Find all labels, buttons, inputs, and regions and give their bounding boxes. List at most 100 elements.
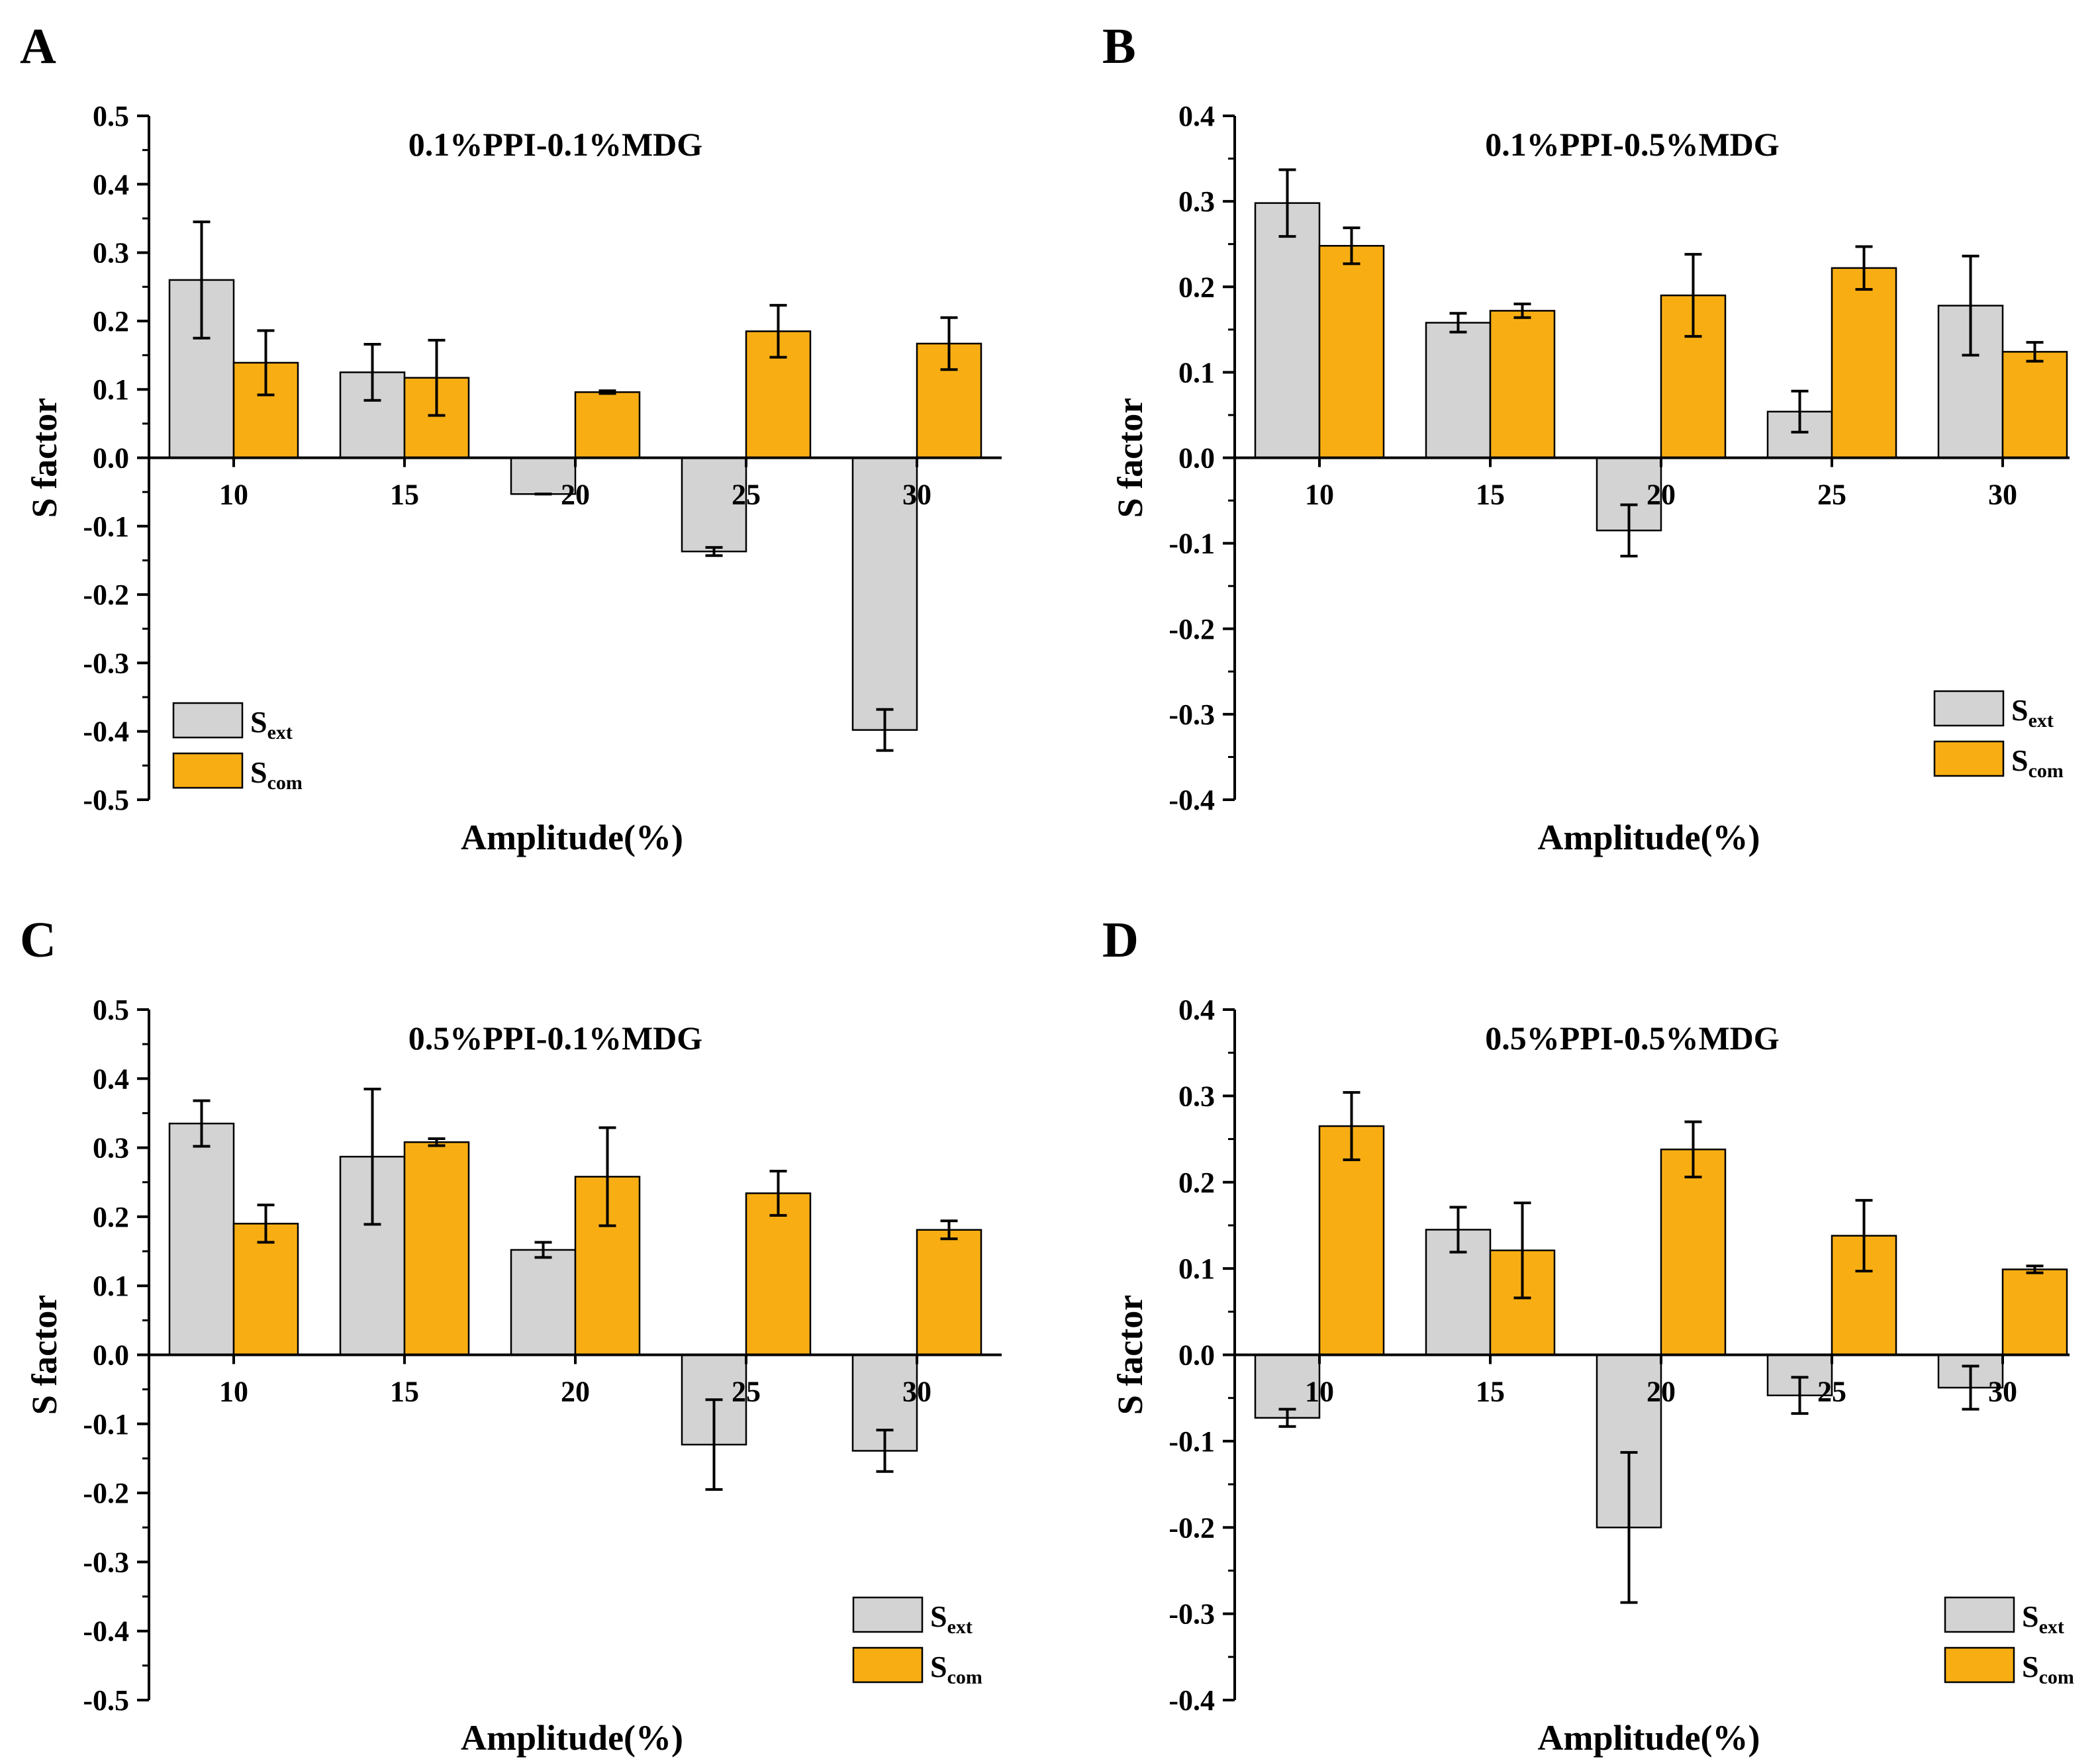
- chart-title: 0.5%PPI-0.1%MDG: [408, 1020, 702, 1057]
- panel-label: C: [20, 912, 56, 968]
- error-bar-ext-15: [363, 343, 381, 402]
- legend-swatch-ext: [1944, 1596, 2015, 1633]
- x-tick-label: 20: [561, 1376, 590, 1408]
- chart-title: 0.1%PPI-0.5%MDG: [1485, 126, 1779, 163]
- x-tick-label: 10: [1305, 1376, 1334, 1408]
- legend-label-com: Scom: [250, 755, 303, 794]
- y-tick-label: 0.3: [1178, 185, 1215, 218]
- y-tick-label: -0.4: [1169, 784, 1215, 816]
- bar-com-30: [2001, 351, 2068, 459]
- y-tick-label: 0.5: [93, 994, 129, 1026]
- y-tick-label: -0.4: [1169, 1684, 1215, 1717]
- y-tick-label: 0.5: [93, 100, 129, 132]
- y-tick-label: -0.2: [83, 1477, 129, 1509]
- chart-panel-d: D 0.5%PPI-0.5%MDG -0.4 -0.3 -0.2 -0.1 0.0 0.1 0.…: [1102, 912, 2074, 1758]
- legend-label-main: S: [2011, 693, 2028, 727]
- error-bar-ext-10: [193, 220, 211, 340]
- error-bar-com-20: [598, 389, 616, 395]
- bar-ext-30: [851, 457, 918, 731]
- y-tick-label: -0.4: [83, 716, 129, 748]
- bar-com-30: [916, 1229, 982, 1356]
- x-tick-label: 20: [1647, 479, 1676, 511]
- legend-swatch-com: [172, 752, 244, 789]
- bar-ext-15: [1425, 322, 1492, 459]
- chart-panel-c: C 0.5%PPI-0.1%MDG -0.5 -0.4 -0.3 -0.2 -0.1 0.0 0…: [20, 912, 1002, 1758]
- y-tick-label: 0.4: [1178, 994, 1215, 1026]
- y-tick-label: 0.2: [1178, 271, 1215, 303]
- x-tick-label: 20: [1647, 1376, 1676, 1408]
- y-tick-label: -0.1: [83, 1408, 129, 1441]
- x-axis-title: Amplitude(%): [461, 1718, 683, 1758]
- error-bar-com-15: [428, 1137, 446, 1147]
- error-bar-ext-10: [1278, 168, 1296, 238]
- y-tick-label: 0.1: [93, 373, 129, 406]
- legend-swatch-com: [852, 1646, 924, 1684]
- bar-ext-20: [510, 457, 577, 495]
- error-bar-com-15: [428, 338, 446, 417]
- y-axis-title: S factor: [24, 1295, 64, 1415]
- bar-com-15: [403, 1141, 470, 1356]
- x-tick-label: 10: [219, 479, 248, 511]
- y-tick-label: 0.3: [1178, 1080, 1215, 1112]
- legend-label-ext: Sext: [930, 1599, 973, 1638]
- x-tick-label: 30: [1988, 1376, 2017, 1408]
- legend-label-subscript: ext: [267, 722, 293, 743]
- error-bar-com-20: [1684, 253, 1702, 338]
- y-axis-title: S factor: [24, 398, 64, 518]
- x-tick-label: 25: [732, 479, 761, 511]
- chart-title: 0.5%PPI-0.5%MDG: [1485, 1020, 1779, 1057]
- y-axis-title: S factor: [1110, 398, 1150, 518]
- legend-label-main: S: [2022, 1599, 2039, 1633]
- error-bar-com-10: [257, 329, 275, 397]
- y-tick-label: 0.0: [1178, 1339, 1215, 1372]
- error-bar-ext-30: [876, 1429, 894, 1473]
- legend-label-subscript: com: [2039, 1666, 2074, 1688]
- x-tick-label: 25: [1817, 1376, 1846, 1408]
- x-tick-label: 30: [902, 1376, 931, 1408]
- error-bar-com-10: [1343, 226, 1360, 265]
- x-tick-label: 30: [1988, 479, 2017, 511]
- panel-label: B: [1102, 19, 1136, 74]
- y-tick-label: -0.3: [1169, 698, 1215, 731]
- bar-com-10: [1318, 245, 1385, 459]
- y-tick-label: -0.3: [83, 647, 129, 679]
- y-tick-label: -0.1: [83, 510, 129, 543]
- error-bar-ext-15: [1449, 312, 1467, 334]
- error-bar-ext-25: [705, 1398, 723, 1491]
- bar-ext-20: [510, 1249, 577, 1356]
- y-tick-label: 0.3: [93, 237, 129, 269]
- bar-com-15: [1489, 310, 1556, 459]
- legend-label-ext: Sext: [250, 705, 293, 743]
- y-tick-label: -0.2: [1169, 1511, 1215, 1544]
- legend-swatch-com: [1933, 740, 2005, 777]
- y-tick-label: -0.5: [83, 784, 129, 816]
- y-tick-label: -0.1: [1169, 528, 1215, 560]
- error-bar-com-20: [598, 1126, 616, 1227]
- legend-label-subscript: com: [2028, 760, 2064, 782]
- x-tick-label: 25: [732, 1376, 761, 1408]
- y-tick-label: 0.4: [93, 1063, 129, 1095]
- error-bar-ext-20: [1620, 1450, 1638, 1604]
- error-bar-ext-20: [1620, 503, 1638, 557]
- error-bar-com-20: [1684, 1120, 1702, 1178]
- legend-swatch-ext: [1933, 690, 2005, 727]
- y-axis-title: S factor: [1110, 1295, 1150, 1415]
- error-bar-ext-30: [876, 708, 894, 752]
- y-tick-label: 0.2: [93, 1201, 129, 1233]
- error-bar-com-25: [1855, 1199, 1873, 1273]
- y-tick-label: -0.2: [83, 579, 129, 611]
- bar-com-25: [1831, 267, 1897, 459]
- error-bar-ext-10: [1278, 1407, 1296, 1428]
- legend: Sext Scom: [172, 702, 303, 794]
- error-bar-ext-25: [1791, 389, 1809, 434]
- error-bar-com-10: [1343, 1091, 1360, 1161]
- legend-swatch-com: [1944, 1646, 2015, 1684]
- x-tick-label: 25: [1817, 479, 1846, 511]
- chart-panel-b: B 0.1%PPI-0.5%MDG -0.4 -0.3 -0.2 -0.1 0.0 0.1 0.…: [1102, 19, 2070, 857]
- legend-label-ext: Sext: [2022, 1599, 2064, 1638]
- error-bar-com-15: [1513, 303, 1531, 319]
- chart-panel-a: A 0.1%PPI-0.1%MDG -0.5 -0.4 -0.3 -0.2 -0.1 0.0 0…: [20, 19, 1002, 857]
- y-tick-label: 0.1: [93, 1270, 129, 1302]
